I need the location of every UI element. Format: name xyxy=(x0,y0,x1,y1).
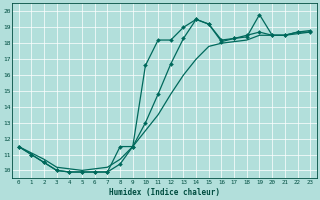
X-axis label: Humidex (Indice chaleur): Humidex (Indice chaleur) xyxy=(109,188,220,197)
